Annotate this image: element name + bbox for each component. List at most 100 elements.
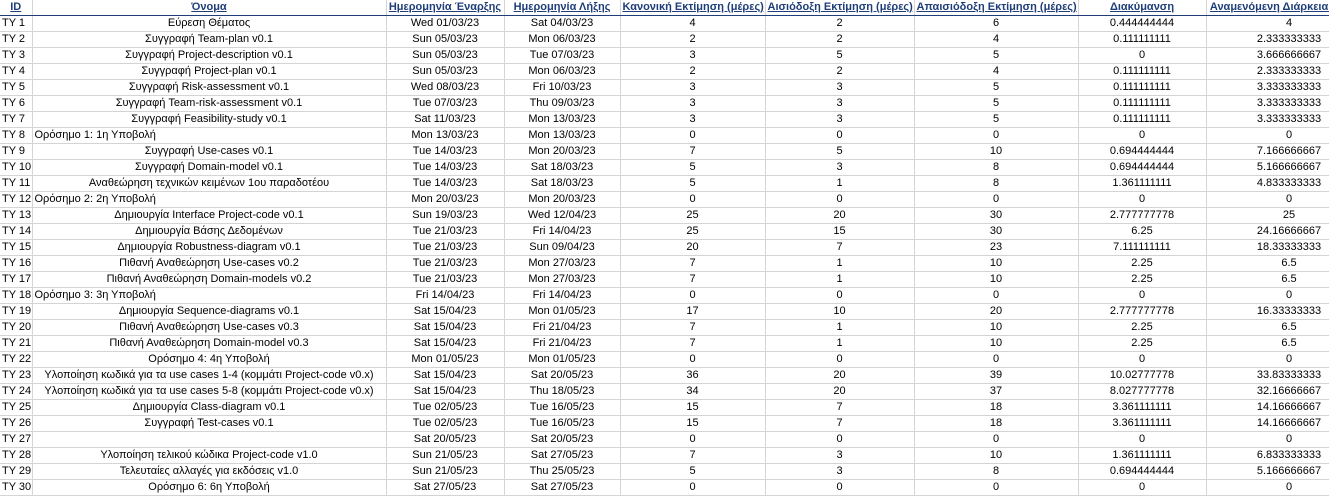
cell-expected-duration[interactable]: 0 — [1206, 431, 1329, 448]
cell-name[interactable]: Συγγραφή Project-description v0.1 — [32, 47, 387, 64]
cell-name[interactable]: Συγγραφή Team-plan v0.1 — [32, 31, 387, 48]
cell-optimistic-estimate[interactable]: 1 — [765, 335, 915, 352]
cell-end-date[interactable]: Mon 06/03/23 — [504, 31, 621, 48]
cell-variance[interactable]: 0.694444444 — [1078, 463, 1207, 480]
cell-id[interactable]: TY 16 — [0, 255, 33, 272]
cell-id[interactable]: TY 18 — [0, 287, 33, 304]
cell-expected-duration[interactable]: 4.833333333 — [1206, 175, 1329, 192]
cell-name[interactable]: Τελευταίες αλλαγές για εκδόσεις v1.0 — [32, 463, 387, 480]
cell-expected-duration[interactable]: 16.33333333 — [1206, 303, 1329, 320]
cell-start-date[interactable]: Sat 15/04/23 — [386, 303, 505, 320]
cell-end-date[interactable]: Thu 09/03/23 — [504, 95, 621, 112]
cell-normal-estimate[interactable]: 3 — [620, 47, 766, 64]
cell-id[interactable]: TY 19 — [0, 303, 33, 320]
cell-name[interactable]: Ορόσημο 6: 6η Υποβολή — [32, 479, 387, 496]
cell-end-date[interactable]: Tue 16/05/23 — [504, 399, 621, 416]
cell-normal-estimate[interactable]: 7 — [620, 271, 766, 288]
cell-end-date[interactable]: Sun 09/04/23 — [504, 239, 621, 256]
cell-id[interactable]: TY 4 — [0, 63, 33, 80]
cell-variance[interactable]: 2.25 — [1078, 319, 1207, 336]
cell-end-date[interactable]: Fri 21/04/23 — [504, 319, 621, 336]
cell-id[interactable]: TY 1 — [0, 15, 33, 32]
cell-start-date[interactable]: Sat 20/05/23 — [386, 431, 505, 448]
cell-id[interactable]: TY 14 — [0, 223, 33, 240]
cell-start-date[interactable]: Sun 05/03/23 — [386, 47, 505, 64]
cell-normal-estimate[interactable]: 20 — [620, 239, 766, 256]
cell-id[interactable]: TY 13 — [0, 207, 33, 224]
cell-pessimistic-estimate[interactable]: 30 — [914, 207, 1079, 224]
cell-expected-duration[interactable]: 25 — [1206, 207, 1329, 224]
cell-normal-estimate[interactable]: 2 — [620, 63, 766, 80]
cell-expected-duration[interactable]: 18.33333333 — [1206, 239, 1329, 256]
cell-name[interactable]: Ορόσημο 1: 1η Υποβολή — [32, 127, 387, 144]
cell-name[interactable]: Συγγραφή Test-cases v0.1 — [32, 415, 387, 432]
cell-pessimistic-estimate[interactable]: 30 — [914, 223, 1079, 240]
cell-end-date[interactable]: Sat 18/03/23 — [504, 175, 621, 192]
cell-variance[interactable]: 3.361111111 — [1078, 399, 1207, 416]
cell-pessimistic-estimate[interactable]: 10 — [914, 447, 1079, 464]
cell-normal-estimate[interactable]: 17 — [620, 303, 766, 320]
cell-end-date[interactable]: Sat 18/03/23 — [504, 159, 621, 176]
cell-normal-estimate[interactable]: 5 — [620, 463, 766, 480]
cell-normal-estimate[interactable]: 25 — [620, 223, 766, 240]
cell-end-date[interactable]: Mon 20/03/23 — [504, 143, 621, 160]
cell-id[interactable]: TY 2 — [0, 31, 33, 48]
cell-pessimistic-estimate[interactable]: 4 — [914, 31, 1079, 48]
cell-pessimistic-estimate[interactable]: 5 — [914, 95, 1079, 112]
cell-optimistic-estimate[interactable]: 2 — [765, 63, 915, 80]
cell-name[interactable]: Υλοποίηση τελικού κώδικα Project-code v1… — [32, 447, 387, 464]
cell-start-date[interactable]: Tue 21/03/23 — [386, 255, 505, 272]
cell-variance[interactable]: 0.111111111 — [1078, 79, 1207, 96]
cell-pessimistic-estimate[interactable]: 39 — [914, 367, 1079, 384]
cell-id[interactable]: TY 15 — [0, 239, 33, 256]
cell-variance[interactable]: 0 — [1078, 351, 1207, 368]
cell-expected-duration[interactable]: 5.166666667 — [1206, 159, 1329, 176]
column-header-start-date[interactable]: Ημερομηνία Έναρξης — [386, 0, 505, 16]
cell-pessimistic-estimate[interactable]: 18 — [914, 415, 1079, 432]
cell-optimistic-estimate[interactable]: 1 — [765, 319, 915, 336]
cell-end-date[interactable]: Mon 13/03/23 — [504, 127, 621, 144]
cell-id[interactable]: TY 23 — [0, 367, 33, 384]
cell-pessimistic-estimate[interactable]: 0 — [914, 479, 1079, 496]
cell-variance[interactable]: 0.111111111 — [1078, 95, 1207, 112]
cell-variance[interactable]: 8.027777778 — [1078, 383, 1207, 400]
cell-expected-duration[interactable]: 0 — [1206, 127, 1329, 144]
cell-normal-estimate[interactable]: 5 — [620, 159, 766, 176]
cell-variance[interactable]: 1.361111111 — [1078, 447, 1207, 464]
cell-pessimistic-estimate[interactable]: 20 — [914, 303, 1079, 320]
cell-optimistic-estimate[interactable]: 7 — [765, 415, 915, 432]
cell-optimistic-estimate[interactable]: 0 — [765, 287, 915, 304]
cell-pessimistic-estimate[interactable]: 5 — [914, 47, 1079, 64]
cell-variance[interactable]: 0.111111111 — [1078, 31, 1207, 48]
cell-start-date[interactable]: Tue 21/03/23 — [386, 223, 505, 240]
cell-name[interactable]: Πιθανή Αναθεώρηση Use-cases v0.3 — [32, 319, 387, 336]
cell-name[interactable]: Ορόσημο 2: 2η Υποβολή — [32, 191, 387, 208]
cell-optimistic-estimate[interactable]: 7 — [765, 239, 915, 256]
cell-pessimistic-estimate[interactable]: 5 — [914, 111, 1079, 128]
cell-optimistic-estimate[interactable]: 3 — [765, 79, 915, 96]
cell-start-date[interactable]: Sat 11/03/23 — [386, 111, 505, 128]
cell-name[interactable]: Συγγραφή Domain-model v0.1 — [32, 159, 387, 176]
cell-name[interactable]: Συγγραφή Use-cases v0.1 — [32, 143, 387, 160]
cell-optimistic-estimate[interactable]: 0 — [765, 351, 915, 368]
cell-start-date[interactable]: Mon 13/03/23 — [386, 127, 505, 144]
cell-normal-estimate[interactable]: 3 — [620, 111, 766, 128]
cell-normal-estimate[interactable]: 5 — [620, 175, 766, 192]
cell-expected-duration[interactable]: 6.5 — [1206, 271, 1329, 288]
cell-variance[interactable]: 0 — [1078, 287, 1207, 304]
cell-name[interactable]: Συγγραφή Project-plan v0.1 — [32, 63, 387, 80]
cell-id[interactable]: TY 22 — [0, 351, 33, 368]
cell-variance[interactable]: 0 — [1078, 431, 1207, 448]
cell-name[interactable]: Δημιουργία Interface Project-code v0.1 — [32, 207, 387, 224]
cell-start-date[interactable]: Wed 08/03/23 — [386, 79, 505, 96]
cell-pessimistic-estimate[interactable]: 0 — [914, 351, 1079, 368]
cell-start-date[interactable]: Sun 21/05/23 — [386, 447, 505, 464]
cell-end-date[interactable]: Mon 27/03/23 — [504, 255, 621, 272]
cell-pessimistic-estimate[interactable]: 10 — [914, 143, 1079, 160]
cell-id[interactable]: TY 5 — [0, 79, 33, 96]
cell-pessimistic-estimate[interactable]: 0 — [914, 127, 1079, 144]
cell-end-date[interactable]: Mon 01/05/23 — [504, 303, 621, 320]
column-header-expected-duration[interactable]: Αναμενόμενη Διάρκεια (μέρες) — [1206, 0, 1329, 16]
cell-variance[interactable]: 1.361111111 — [1078, 175, 1207, 192]
cell-name[interactable]: Δημιουργία Robustness-diagram v0.1 — [32, 239, 387, 256]
